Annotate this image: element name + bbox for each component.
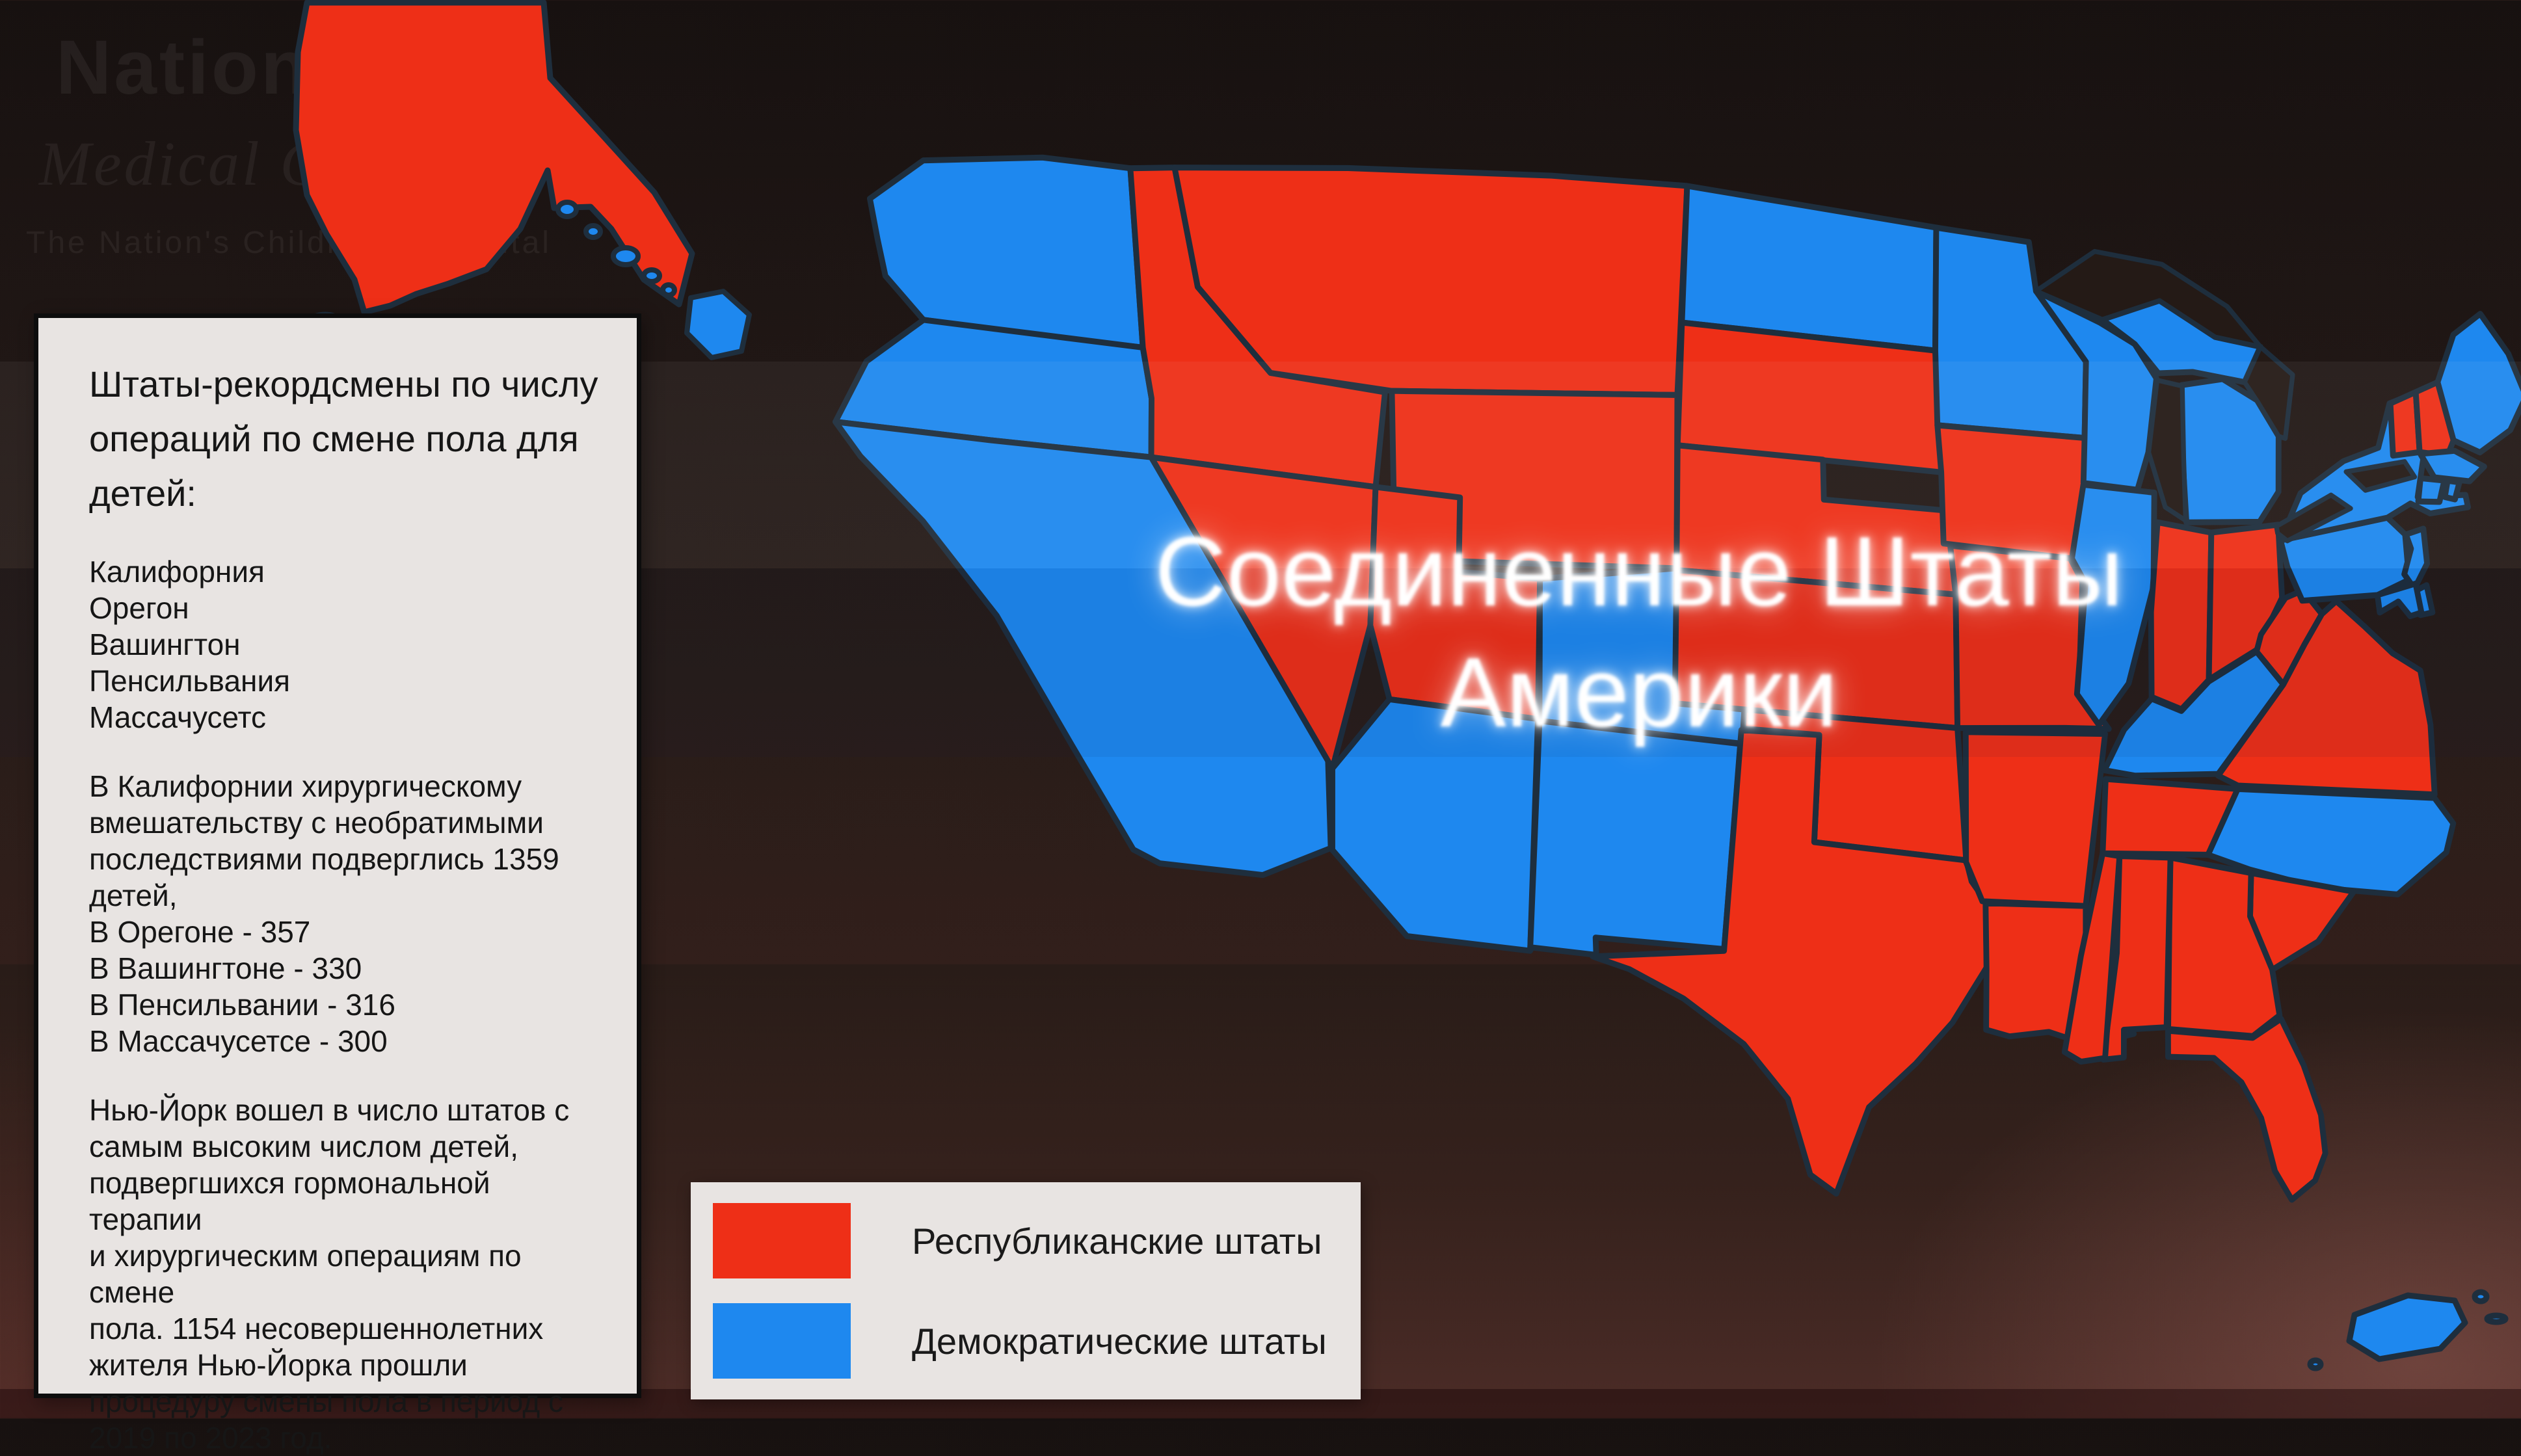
state-connecticut <box>2415 475 2448 505</box>
state-washington <box>866 154 1146 351</box>
state-massachusetts <box>2417 447 2487 484</box>
state-alabama <box>2100 853 2174 1063</box>
state-hawaii-big-island <box>684 289 752 360</box>
state-rhode-island <box>2442 477 2462 503</box>
state-florida <box>2165 1016 2328 1203</box>
state-new-jersey <box>2401 525 2431 592</box>
map-legend: Республиканские штаты Демократические шт… <box>691 1182 1361 1399</box>
lake-ontario <box>2343 459 2418 493</box>
legend-row-democratic: Демократические штаты <box>713 1303 1361 1379</box>
legend-swatch-democratic <box>713 1303 851 1379</box>
state-mississippi <box>2061 850 2123 1065</box>
lake-erie <box>2274 492 2353 544</box>
state-alaska <box>293 0 695 315</box>
state-maryland <box>2374 580 2425 620</box>
state-virginia <box>2215 598 2438 798</box>
legend-row-republican: Республиканские штаты <box>713 1203 1361 1278</box>
state-hawaii-group <box>555 200 752 360</box>
puerto-rico <box>2346 1292 2468 1362</box>
info-panel-title: Штаты-рекордсмены по числу операций по с… <box>89 364 598 514</box>
state-hawaii <box>555 200 579 219</box>
state-north-carolina <box>2205 786 2457 897</box>
info-panel-newyork-paragraph: Нью-Йорк вошел в число штатов с самым вы… <box>89 1093 570 1455</box>
info-panel: Штаты-рекордсмены по числу операций по с… <box>34 313 641 1455</box>
lake-huron <box>2242 344 2295 441</box>
state-illinois <box>2069 481 2157 728</box>
info-panel-states-list: Калифорния Орегон Вашингтон Пенсильвания… <box>89 555 291 734</box>
lake-michigan <box>2146 377 2189 523</box>
state-new-mexico <box>1527 717 1744 959</box>
state-new-hampshire <box>2412 379 2457 459</box>
legend-label-republican: Республиканские штаты <box>912 1220 1322 1262</box>
map-title: Соединенные Штаты Америки <box>1154 516 2124 748</box>
state-maine <box>2434 311 2521 456</box>
legend-swatch-republican <box>713 1203 851 1278</box>
legend-label-democratic: Демократические штаты <box>912 1320 1327 1362</box>
info-panel-stats-paragraph: В Калифорнии хирургическому вмешательств… <box>89 769 559 1058</box>
us-map <box>124 0 2521 1371</box>
